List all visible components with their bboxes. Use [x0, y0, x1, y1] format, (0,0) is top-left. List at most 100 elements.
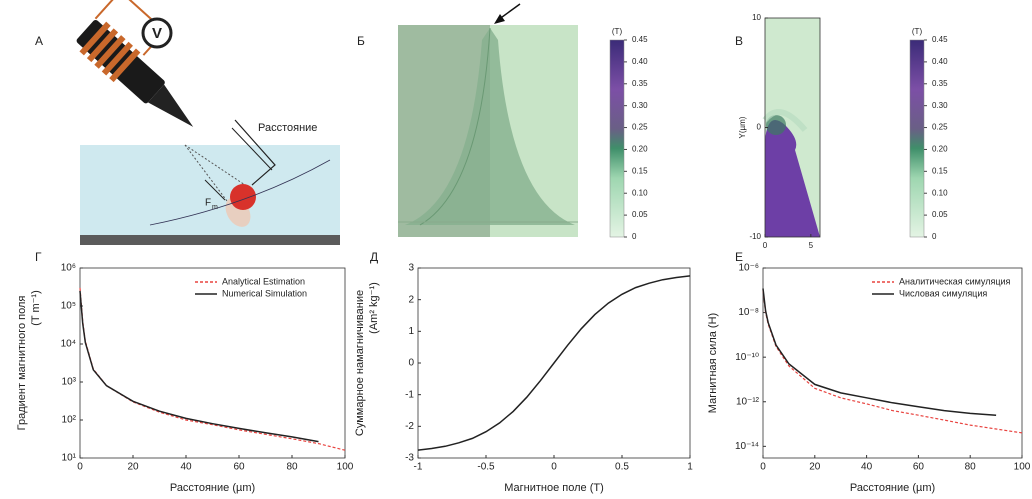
field-image — [398, 3, 578, 237]
field-image — [762, 18, 820, 237]
plot-frame — [79, 267, 346, 459]
colorbar-tick-label: 0.10 — [632, 188, 648, 197]
substrate — [80, 235, 340, 245]
panel-label: В — [735, 34, 743, 48]
x-tick-label: 100 — [337, 462, 354, 473]
y-axis-unit: (Am² kg⁻¹) — [368, 282, 380, 334]
colorbar-tick-label: 0.15 — [932, 166, 948, 175]
y-tick-label: -3 — [405, 453, 414, 464]
panel-label: Д — [370, 250, 378, 264]
y-tick-label: 10 — [752, 13, 761, 22]
legend-label: Аналитическая симуляция — [899, 276, 1011, 286]
panel-label: Г — [35, 250, 42, 264]
particle — [230, 184, 256, 210]
series-line — [79, 290, 319, 443]
y-tick-label: 0 — [757, 123, 762, 132]
y-tick-label: 10⁻¹⁴ — [735, 441, 759, 452]
colorbar-unit: (T) — [612, 27, 623, 36]
colorbar-tick-label: 0.25 — [632, 123, 648, 132]
y-tick-label: 10⁻¹² — [736, 396, 760, 407]
y-tick-label: 10¹ — [62, 453, 77, 464]
y-tick-label: -1 — [405, 389, 414, 400]
colorbar — [909, 39, 925, 238]
colorbar-tick-label: 0 — [632, 232, 637, 241]
series-line — [417, 275, 691, 451]
colorbar-tick-label: 0 — [932, 232, 937, 241]
colorbar-tick-label: 0.10 — [932, 188, 948, 197]
colorbar-tick-label: 0.30 — [632, 101, 648, 110]
y-tick-label: 1 — [408, 326, 414, 337]
y-tick-label: -2 — [405, 421, 414, 432]
legend-label: Numerical Simulation — [222, 288, 307, 298]
x-tick-label: 40 — [861, 462, 873, 473]
x-tick-label: 0 — [763, 241, 768, 250]
colorbar-tick-label: 0.30 — [932, 101, 948, 110]
x-tick-label: -1 — [414, 462, 423, 473]
colorbar — [609, 39, 625, 238]
x-axis-label: Расстояние (µm) — [170, 482, 255, 494]
x-tick-label: 0.5 — [615, 462, 629, 473]
x-tick-label: 0 — [551, 462, 557, 473]
distance-label: Расстояние — [258, 122, 317, 134]
x-tick-label: 100 — [1014, 462, 1031, 473]
x-tick-label: 80 — [965, 462, 977, 473]
x-tick-label: -0.5 — [477, 462, 495, 473]
y-tick-label: 0 — [408, 358, 414, 369]
colorbar-tick-label: 0.20 — [632, 145, 648, 154]
y-tick-label: 10⁶ — [61, 263, 76, 274]
x-tick-label: 0 — [77, 462, 83, 473]
y-tick-label: 10³ — [62, 377, 77, 388]
y-axis-label: Суммарное намагничивание — [354, 290, 366, 436]
colorbar-tick-label: 0.05 — [932, 210, 948, 219]
panel-label: Б — [357, 34, 365, 48]
x-tick-label: 5 — [809, 241, 814, 250]
colorbar-tick-label: 0.40 — [632, 57, 648, 66]
force-label: F — [205, 198, 211, 209]
colorbar-tick-label: 0.45 — [632, 35, 648, 44]
colorbar-tick-label: 0.15 — [632, 166, 648, 175]
y-axis-label: Y(µm) — [738, 116, 747, 138]
x-tick-label: 40 — [180, 462, 192, 473]
y-axis-unit: (T m⁻¹) — [30, 290, 42, 326]
distance-bracket — [234, 119, 276, 186]
panel-a: А V Расстояние F m — [35, 0, 340, 245]
plot-frame — [762, 267, 1023, 459]
y-tick-label: 10⁻⁶ — [738, 263, 759, 274]
voltmeter-label: V — [152, 25, 162, 42]
y-tick-label: -10 — [749, 232, 761, 241]
x-tick-label: 1 — [687, 462, 693, 473]
x-tick-label: 60 — [913, 462, 925, 473]
colorbar-tick-label: 0.25 — [932, 123, 948, 132]
y-tick-label: 2 — [408, 294, 414, 305]
colorbar-tick-label: 0.40 — [932, 57, 948, 66]
series-line — [79, 287, 346, 451]
panel-label: Е — [735, 250, 743, 264]
y-tick-label: 3 — [408, 263, 414, 274]
legend-label: Числовая симуляция — [899, 288, 987, 298]
force-subscript: m — [212, 204, 218, 211]
series-line — [762, 290, 1023, 434]
colorbar-tick-label: 0.45 — [932, 35, 948, 44]
liquid — [80, 145, 340, 235]
panel-label: А — [35, 34, 43, 48]
voltmeter — [141, 17, 173, 49]
colorbar-tick-label: 0.20 — [932, 145, 948, 154]
x-tick-label: 60 — [233, 462, 245, 473]
y-tick-label: 10² — [62, 415, 77, 426]
y-axis-label: Магнитная сила (H) — [707, 313, 719, 413]
legend-label: Analytical Estimation — [222, 276, 305, 286]
colorbar-unit: (T) — [912, 27, 923, 36]
colorbar-tick-label: 0.05 — [632, 210, 648, 219]
x-tick-label: 20 — [127, 462, 139, 473]
y-tick-label: 10⁵ — [61, 301, 76, 312]
colorbar-tick-label: 0.35 — [632, 79, 648, 88]
x-axis-label: Магнитное поле (T) — [504, 482, 604, 494]
x-tick-label: 0 — [760, 462, 766, 473]
x-tick-label: 80 — [286, 462, 298, 473]
x-axis-label: Расстояние (µm) — [850, 482, 935, 494]
y-tick-label: 10⁻¹⁰ — [735, 352, 759, 363]
colorbar-tick-label: 0.35 — [932, 79, 948, 88]
series-line — [762, 288, 997, 416]
y-tick-label: 10⁴ — [61, 339, 76, 350]
